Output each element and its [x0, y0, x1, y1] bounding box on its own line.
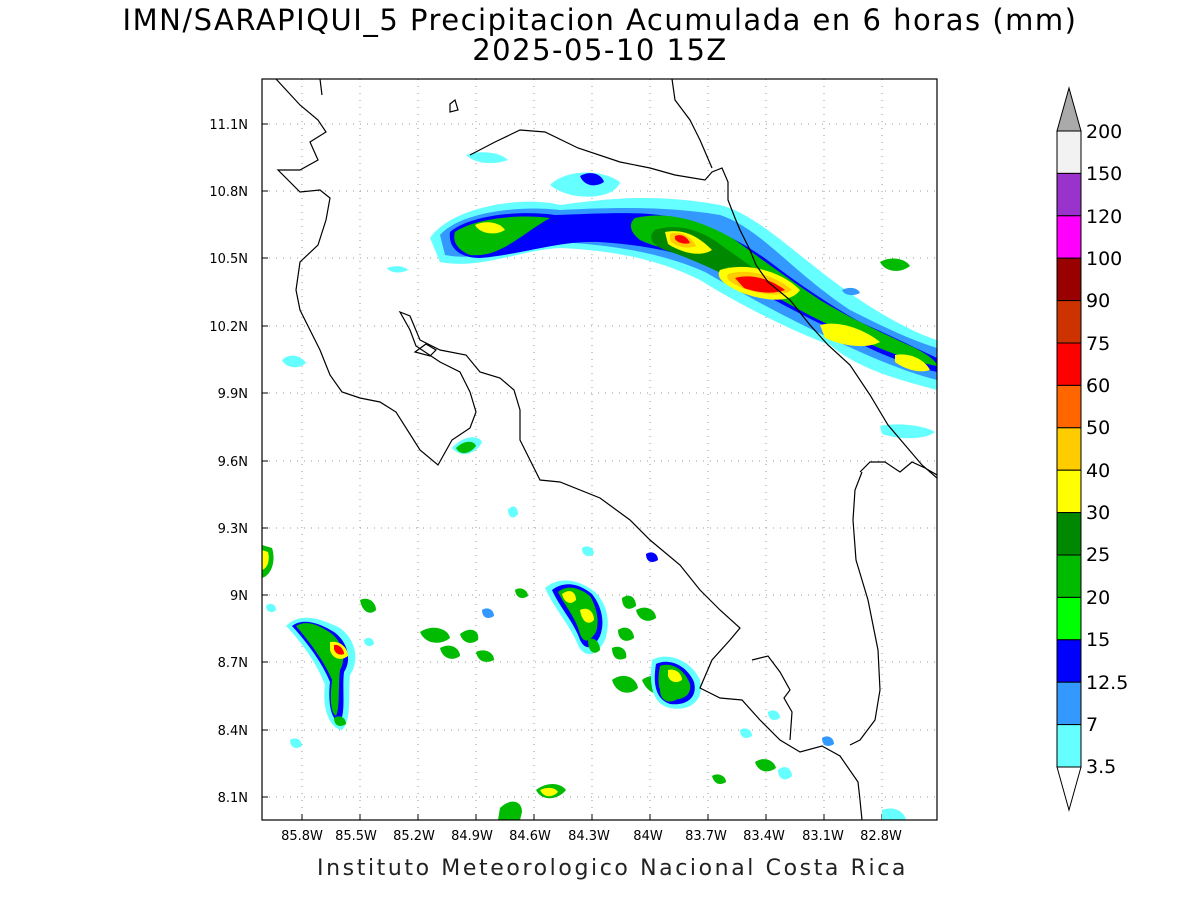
- lat-tick-label: 10.5N: [209, 252, 248, 267]
- colorbar-label: 20: [1086, 587, 1110, 609]
- map-frame: [261, 78, 938, 821]
- colorbar-label: 25: [1086, 544, 1110, 566]
- lon-tick-label: 84.9W: [451, 829, 493, 844]
- lat-tick-label: 8.1N: [218, 791, 248, 806]
- colorbar-label: 75: [1086, 333, 1110, 355]
- colorbar-label: 15: [1086, 629, 1110, 651]
- colorbar-over-arrow: [1056, 86, 1082, 132]
- precip-band-north: [387, 152, 937, 439]
- colorbar-swatch: [1056, 384, 1082, 429]
- colorbar-label: 3.5: [1086, 756, 1116, 778]
- colorbar-label: 60: [1086, 375, 1110, 397]
- precipitation-field: [262, 79, 937, 820]
- colorbar-swatch: [1056, 639, 1082, 683]
- country-borders: [469, 79, 937, 746]
- lat-tick-label: 9.3N: [218, 522, 248, 537]
- map-plot-area: [261, 78, 938, 821]
- colorbar-label: 40: [1086, 460, 1110, 482]
- lon-tick-label: 82.8W: [860, 829, 902, 844]
- colorbar-label: 150: [1086, 163, 1122, 185]
- colorbar-swatch: [1056, 172, 1082, 217]
- lat-tick-labels: 11.1N 10.8N 10.5N 10.2N 9.9N 9.6N 9.3N 9…: [209, 118, 248, 806]
- colorbar-label: 50: [1086, 417, 1110, 439]
- lat-tick-label: 10.8N: [209, 185, 248, 200]
- lon-tick-label: 83.4W: [743, 829, 785, 844]
- colorbar-under-arrow: [1056, 766, 1082, 812]
- lon-tick-label: 84.3W: [568, 829, 610, 844]
- colorbar-swatch: [1056, 596, 1082, 641]
- colorbar: 200 150 120 100 90 75 60 50 40 30 25 20 …: [1056, 86, 1128, 812]
- colorbar-swatches: [1056, 130, 1082, 768]
- lat-tick-label: 8.7N: [218, 656, 248, 671]
- colorbar-swatch: [1056, 257, 1082, 302]
- colorbar-labels: 200 150 120 100 90 75 60 50 40 30 25 20 …: [1086, 121, 1128, 778]
- lat-tick-label: 9N: [230, 589, 248, 604]
- lat-tick-label: 9.6N: [218, 455, 248, 470]
- colorbar-swatch: [1056, 300, 1082, 344]
- lat-tick-label: 11.1N: [209, 118, 248, 133]
- lon-tick-label: 85.8W: [281, 829, 323, 844]
- colorbar-label: 12.5: [1086, 672, 1128, 694]
- credit-footer: Instituto Meteorologico Nacional Costa R…: [317, 856, 908, 881]
- colorbar-label: 90: [1086, 290, 1110, 312]
- lon-tick-label: 84W: [633, 829, 663, 844]
- colorbar-swatch: [1056, 724, 1082, 768]
- lat-tick-label: 9.9N: [218, 387, 248, 402]
- lon-tick-label: 85.2W: [393, 829, 435, 844]
- colorbar-swatch: [1056, 215, 1082, 259]
- precip-cells-south: [262, 355, 906, 820]
- lon-tick-label: 85.5W: [335, 829, 377, 844]
- colorbar-swatch: [1056, 342, 1082, 386]
- lon-tick-labels: 85.8W 85.5W 85.2W 84.9W 84.6W 84.3W 84W …: [281, 829, 902, 844]
- gridlines: [262, 79, 937, 820]
- colorbar-label: 120: [1086, 206, 1122, 228]
- lon-tick-label: 84.6W: [509, 829, 551, 844]
- colorbar-swatch: [1056, 130, 1082, 174]
- map-title: IMN/SARAPIQUI_5 Precipitacion Acumulada …: [122, 3, 1078, 37]
- colorbar-swatch: [1056, 681, 1082, 726]
- colorbar-swatch: [1056, 512, 1082, 556]
- coastlines: [275, 79, 863, 820]
- lat-tick-label: 10.2N: [209, 320, 248, 335]
- colorbar-swatch: [1056, 469, 1082, 514]
- map-date-subtitle: 2025-05-10 15Z: [472, 33, 728, 67]
- colorbar-swatch: [1056, 427, 1082, 471]
- lat-tick-label: 8.4N: [218, 724, 248, 739]
- colorbar-swatch: [1056, 554, 1082, 598]
- colorbar-label: 30: [1086, 502, 1110, 524]
- lon-tick-label: 83.7W: [685, 829, 727, 844]
- lon-tick-label: 83.1W: [802, 829, 844, 844]
- colorbar-label: 100: [1086, 248, 1122, 270]
- colorbar-label: 200: [1086, 121, 1122, 143]
- colorbar-label: 7: [1086, 714, 1098, 736]
